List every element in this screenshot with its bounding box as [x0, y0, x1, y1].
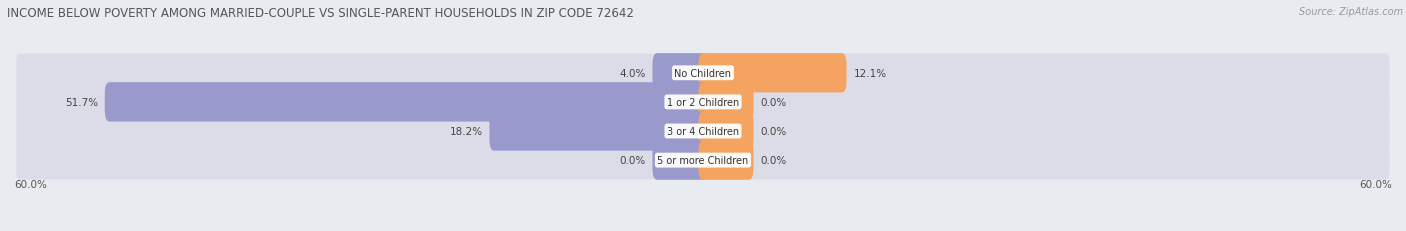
FancyBboxPatch shape: [17, 54, 1389, 93]
FancyBboxPatch shape: [17, 141, 1389, 179]
FancyBboxPatch shape: [105, 83, 707, 122]
Text: 0.0%: 0.0%: [761, 97, 787, 107]
FancyBboxPatch shape: [652, 141, 707, 180]
FancyBboxPatch shape: [699, 112, 754, 151]
Text: 0.0%: 0.0%: [761, 126, 787, 137]
Text: 0.0%: 0.0%: [619, 155, 645, 165]
Text: 4.0%: 4.0%: [619, 68, 645, 79]
FancyBboxPatch shape: [699, 141, 754, 180]
Text: 1 or 2 Children: 1 or 2 Children: [666, 97, 740, 107]
Text: 18.2%: 18.2%: [450, 126, 482, 137]
Text: 3 or 4 Children: 3 or 4 Children: [666, 126, 740, 137]
Text: Source: ZipAtlas.com: Source: ZipAtlas.com: [1299, 7, 1403, 17]
FancyBboxPatch shape: [652, 54, 707, 93]
FancyBboxPatch shape: [17, 112, 1389, 151]
FancyBboxPatch shape: [699, 54, 846, 93]
Text: INCOME BELOW POVERTY AMONG MARRIED-COUPLE VS SINGLE-PARENT HOUSEHOLDS IN ZIP COD: INCOME BELOW POVERTY AMONG MARRIED-COUPL…: [7, 7, 634, 20]
FancyBboxPatch shape: [489, 112, 707, 151]
Text: No Children: No Children: [675, 68, 731, 79]
Text: 60.0%: 60.0%: [1360, 179, 1392, 189]
FancyBboxPatch shape: [699, 83, 754, 122]
Text: 12.1%: 12.1%: [853, 68, 887, 79]
Text: 0.0%: 0.0%: [761, 155, 787, 165]
Text: 60.0%: 60.0%: [14, 179, 46, 189]
Text: 51.7%: 51.7%: [65, 97, 98, 107]
FancyBboxPatch shape: [17, 83, 1389, 122]
Text: 5 or more Children: 5 or more Children: [658, 155, 748, 165]
